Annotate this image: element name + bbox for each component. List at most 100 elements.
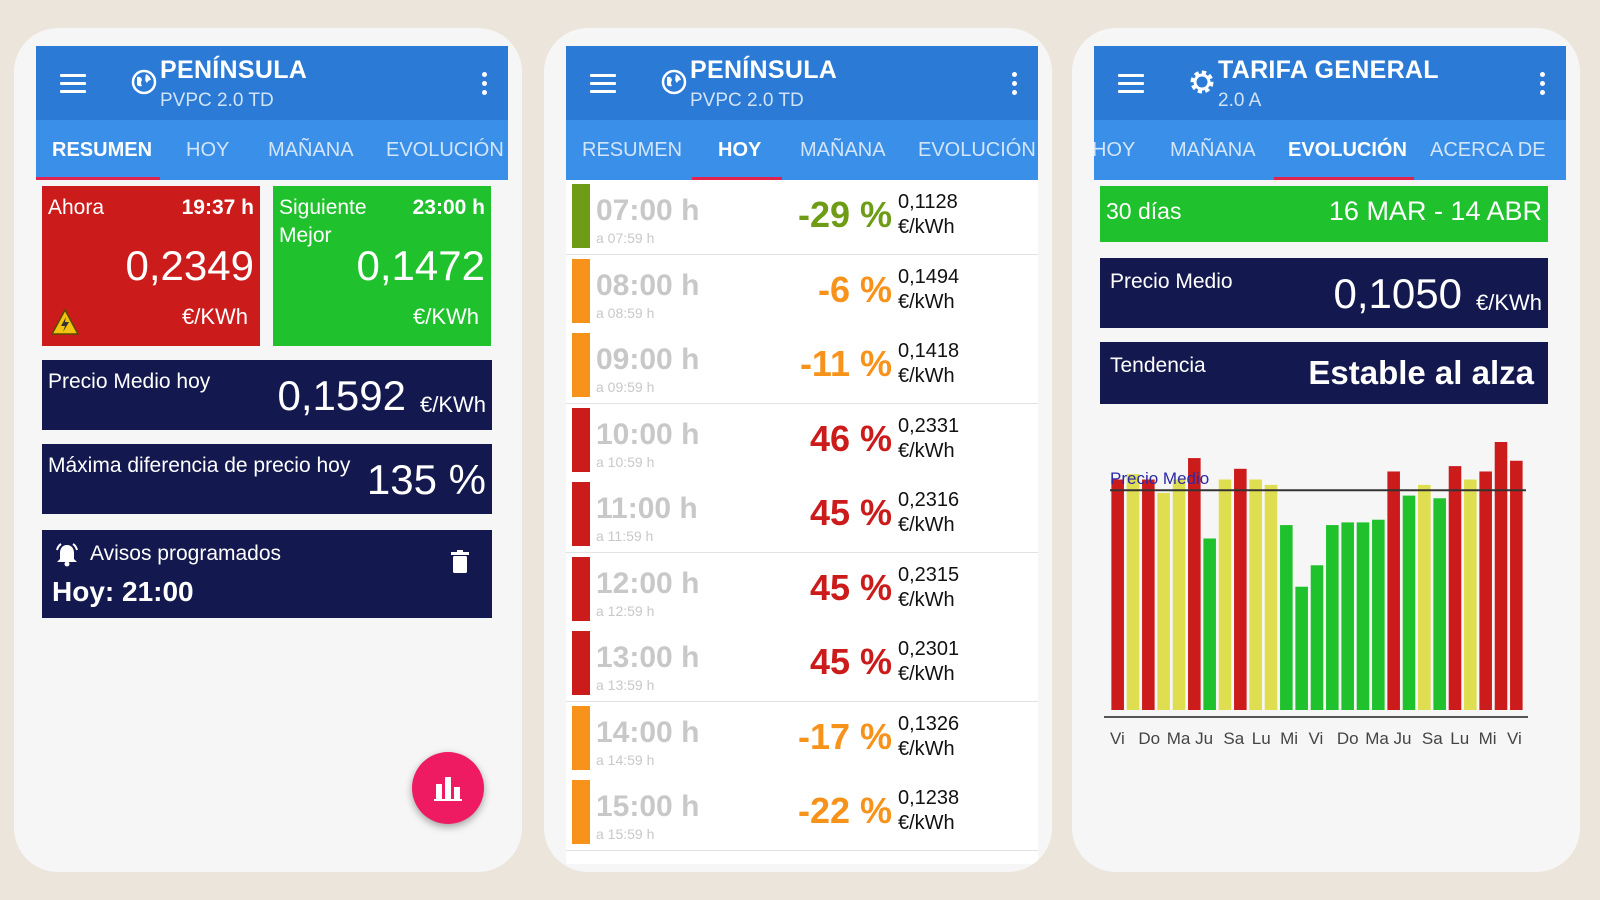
current-price-value: 0,2349 [125, 242, 254, 289]
hour-start: 15:00 h [596, 790, 700, 823]
price-deviation: 46 % [809, 417, 892, 459]
bar-chart-icon [434, 777, 462, 801]
tab-hoy[interactable]: HOY [1094, 139, 1136, 161]
app-bar: TARIFA GENERAL 2.0 A [1094, 46, 1566, 120]
hour-price-value: 0,1326 [898, 712, 960, 735]
next-best-label-line2: Mejor [279, 224, 332, 247]
menu-icon[interactable] [590, 74, 616, 94]
tab-indicator [1274, 177, 1414, 180]
price-level-bar [572, 705, 590, 770]
hour-row[interactable]: 09:00 h a 09:59 h -11 % 0,1418 €/kWh [566, 329, 1038, 404]
hour-price-value: 0,1238 [898, 787, 960, 809]
hour-price-unit: €/kWh [898, 514, 955, 536]
trend-card: Tendencia Estable al alza [1100, 342, 1548, 404]
tab-manana[interactable]: MAÑANA [800, 139, 886, 161]
tab-bar: HOY MAÑANA EVOLUCIÓN ACERCA DE [1094, 120, 1566, 180]
hour-end: a 08:59 h [596, 304, 655, 321]
trend-value: Estable al alza [1308, 354, 1534, 391]
price-deviation: 45 % [809, 641, 892, 682]
chart-bar [1172, 479, 1186, 710]
max-difference-card: Máxima diferencia de precio hoy 135 % [42, 444, 492, 514]
price-level-bar [572, 482, 590, 546]
app-bar: PENÍNSULA PVPC 2.0 TD [566, 46, 1038, 120]
tab-acerca-de[interactable]: ACERCA DE [1430, 139, 1546, 161]
chart-fab-button[interactable] [412, 752, 484, 824]
app-bar: PENÍNSULA PVPC 2.0 TD [36, 46, 508, 120]
period-selector[interactable]: 30 días 16 MAR - 14 ABR [1100, 186, 1548, 242]
price-deviation: -11 % [799, 343, 892, 384]
average-price-label: Precio Medio [1110, 270, 1233, 293]
hour-price-value: 0,2315 [898, 563, 960, 586]
tab-hoy[interactable]: HOY [186, 139, 230, 161]
max-difference-value: 135 % [366, 456, 486, 503]
price-level-bar [572, 258, 590, 323]
chart-bar [1356, 522, 1370, 710]
warning-icon [50, 308, 80, 335]
chart-bar [1464, 479, 1477, 710]
hour-start: 12:00 h [596, 566, 700, 600]
chart-bar [1402, 495, 1416, 710]
hour-start: 08:00 h [596, 268, 700, 302]
chart-bar [1218, 479, 1232, 710]
period-range: 16 MAR - 14 ABR [1328, 196, 1542, 226]
x-tick-label: Lu [1252, 729, 1271, 748]
next-best-price-card[interactable]: Siguiente Mejor 23:00 h 0,1472 €/KWh [273, 186, 491, 346]
hour-row[interactable]: 11:00 h a 11:59 h 45 % 0,2316 €/kWh [566, 478, 1038, 553]
menu-icon[interactable] [1118, 74, 1144, 94]
current-price-card[interactable]: Ahora 19:37 h 0,2349 €/KWh [42, 186, 260, 346]
scheduled-alerts-card[interactable]: Avisos programados Hoy: 21:00 [42, 530, 492, 618]
tab-evolucion[interactable]: EVOLUCIÓN [918, 139, 1036, 161]
hour-price: 0,2301 €/kWh [898, 637, 959, 687]
tab-indicator [692, 177, 782, 180]
hour-price-value: 0,1128 [898, 191, 958, 213]
chart-bar [1142, 479, 1155, 710]
tab-manana[interactable]: MAÑANA [268, 139, 354, 161]
hour-start: 14:00 h [596, 715, 700, 749]
hour-row[interactable]: 13:00 h a 13:59 h 45 % 0,2301 €/kWh [566, 627, 1038, 702]
chart-bar [1295, 586, 1308, 710]
price-deviation: 45 % [809, 566, 892, 608]
app-subtitle: 2.0 A [1218, 90, 1262, 111]
more-options-icon[interactable] [482, 72, 488, 99]
tab-evolucion[interactable]: EVOLUCIÓN [386, 139, 504, 161]
more-options-icon[interactable] [1012, 72, 1018, 99]
max-difference-label: Máxima diferencia de precio hoy [48, 454, 351, 477]
menu-icon[interactable] [60, 74, 86, 94]
chart-bar [1510, 460, 1523, 710]
app-title: TARIFA GENERAL [1218, 56, 1439, 84]
phone-today: PENÍNSULA PVPC 2.0 TD RESUMEN HOY MAÑANA… [544, 28, 1052, 872]
tab-resumen[interactable]: RESUMEN [52, 139, 153, 161]
bell-icon [56, 543, 78, 567]
trash-icon[interactable] [450, 550, 470, 574]
next-best-time: 23:00 h [412, 196, 485, 219]
price-deviation: -22 % [797, 790, 892, 831]
hour-price-value: 0,2316 [898, 489, 960, 511]
x-tick-label: Ju [1394, 729, 1412, 748]
chart-bar [1326, 525, 1339, 710]
x-tick-label: Sa [1223, 729, 1244, 748]
tab-indicator [36, 177, 160, 180]
tab-manana[interactable]: MAÑANA [1170, 139, 1256, 161]
hourly-price-list: 07:00 h a 07:59 h -29 % 0,1128 €/kWh 08:00 h a… [566, 180, 1038, 864]
tab-hoy[interactable]: HOY [718, 139, 762, 161]
hour-price: 0,1494 €/kWh [898, 265, 959, 315]
app-title: PENÍNSULA [160, 56, 308, 84]
tab-bar: RESUMEN HOY MAÑANA EVOLUCIÓN [36, 120, 508, 180]
hour-row[interactable]: 07:00 h a 07:59 h -29 % 0,1128 €/kWh [566, 180, 1038, 255]
hour-row[interactable]: 15:00 h a 15:59 h -22 % 0,1238 €/kWh [566, 776, 1038, 851]
tab-resumen[interactable]: RESUMEN [582, 139, 683, 161]
price-deviation: -17 % [797, 715, 892, 757]
hour-price-unit: €/kWh [898, 588, 955, 611]
hour-price-value: 0,2301 [898, 638, 960, 660]
tab-evolucion[interactable]: EVOLUCIÓN [1288, 139, 1407, 161]
hour-price-value: 0,2331 [898, 414, 960, 437]
more-options-icon[interactable] [1540, 72, 1546, 99]
hour-end: a 15:59 h [596, 826, 655, 842]
x-tick-label: Mi [1479, 729, 1497, 748]
hour-price: 0,2315 €/kWh [898, 563, 959, 613]
hour-price-unit: €/kWh [898, 663, 955, 685]
